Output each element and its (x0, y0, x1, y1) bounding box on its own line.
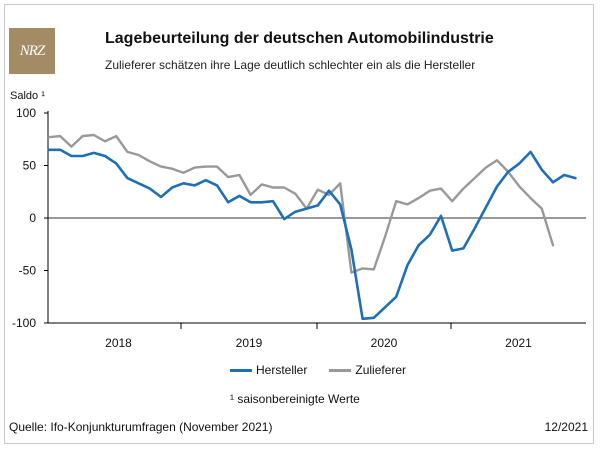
y-tick-label: 0 (29, 211, 36, 225)
legend-label-zulieferer: Zulieferer (355, 363, 407, 377)
publication-date: 12/2021 (544, 420, 588, 434)
chart-frame (4, 4, 594, 444)
y-tick-label: 50 (23, 159, 37, 173)
legend-item-hersteller: Hersteller (230, 363, 307, 377)
y-tick-label: -50 (19, 264, 37, 278)
legend-swatch-zulieferer (329, 368, 352, 372)
x-year-label: 2020 (371, 336, 398, 350)
logo-text: NRZ (19, 42, 45, 59)
x-year-label: 2021 (505, 336, 532, 350)
legend-item-zulieferer: Zulieferer (329, 363, 406, 377)
y-tick-label: 100 (16, 106, 36, 120)
series-line-zulieferer (47, 133, 555, 274)
legend-swatch-hersteller (230, 368, 252, 372)
y-tick-label: -100 (12, 316, 36, 330)
brand-logo: NRZ (9, 28, 55, 74)
legend: Hersteller Zulieferer (230, 363, 420, 377)
legend-label-hersteller: Hersteller (256, 363, 308, 377)
y-axis-label: Saldo ¹ (10, 90, 45, 102)
series-line-hersteller (47, 148, 577, 321)
chart-title: Lagebeurteilung der deutschen Automobili… (105, 30, 494, 47)
x-year-label: 2019 (236, 336, 263, 350)
source-note: Quelle: Ifo-Konjunkturumfragen (November… (9, 420, 273, 434)
footnote: ¹ saisonbereinigte Werte (230, 392, 360, 406)
x-year-label: 2018 (105, 336, 132, 350)
chart-subtitle: Zulieferer schätzen ihre Lage deutlich s… (105, 58, 476, 72)
